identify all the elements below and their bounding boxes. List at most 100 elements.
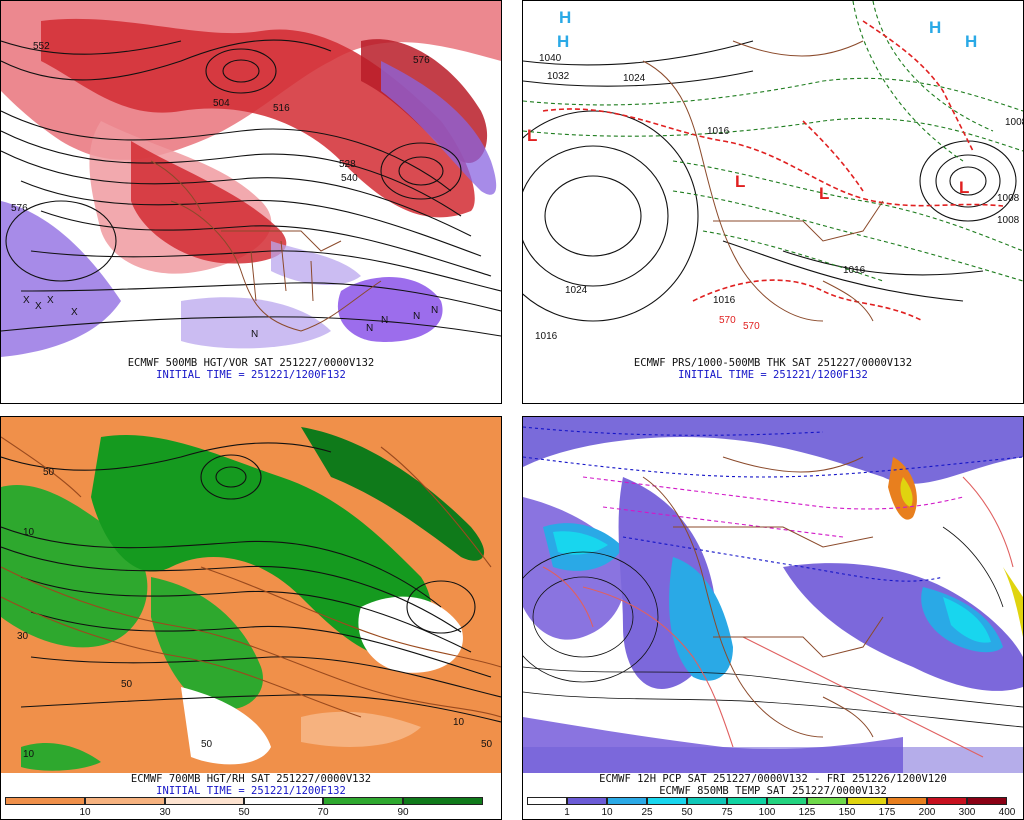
thickness-brown (1, 436, 501, 718)
colorbar-tick-label: 30 (159, 807, 171, 818)
rh-shading (1, 427, 485, 771)
svg-text:1040: 1040 (539, 53, 562, 64)
colorbar-segment (323, 797, 403, 805)
svg-text:L: L (959, 178, 969, 197)
colorbar-tick-label: 100 (758, 807, 776, 818)
precip-shading (523, 417, 1023, 773)
svg-text:1008: 1008 (997, 215, 1020, 226)
field-labels: 50 10 30 50 10 50 10 50 (17, 467, 493, 760)
colorbar-segment (5, 797, 85, 805)
colorbar-tick-label: 10 (79, 807, 91, 818)
map-pressure-thickness: H H H H L L L L 1040 1032 1024 1016 1024… (523, 1, 1023, 357)
colorbar-segment (927, 797, 967, 805)
svg-text:30: 30 (17, 631, 29, 642)
colorbar-tick-label: 200 (918, 807, 936, 818)
precip-colorbar-labels: 1 10 25 50 75 100 125 150 175 200 300 400 (527, 807, 1015, 819)
svg-text:540: 540 (341, 173, 358, 184)
rh-colorbar (5, 797, 483, 805)
pressure-centers: H H H H L L L L (527, 8, 977, 203)
colorbar-tick-label: 400 (998, 807, 1016, 818)
svg-text:1008: 1008 (1005, 117, 1023, 128)
svg-text:1016: 1016 (707, 126, 730, 137)
svg-text:1008: 1008 (997, 193, 1020, 204)
svg-text:X: X (23, 295, 30, 306)
panel-pressure-thickness: H H H H L L L L 1040 1032 1024 1016 1024… (522, 0, 1024, 404)
svg-text:1016: 1016 (535, 331, 558, 342)
map-500mb-vorticity: 552 504 516 576 540 528 576 X X X X N N … (1, 1, 501, 357)
colorbar-segment (967, 797, 1007, 805)
colorbar-tick-label: 25 (641, 807, 653, 818)
colorbar-segment (403, 797, 483, 805)
colorbar-segment (527, 797, 567, 805)
temperature-contours-red (542, 476, 1014, 758)
svg-text:N: N (251, 329, 258, 340)
caption-initial-time: INITIAL TIME = 251221/1200F132 (678, 369, 868, 381)
caption-line-1: ECMWF 700MB HGT/RH SAT 251227/0000V132 (130, 773, 372, 785)
svg-text:L: L (819, 184, 829, 203)
svg-text:1016: 1016 (843, 265, 866, 276)
caption-initial-time: INITIAL TIME = 251221/1200F132 (156, 369, 346, 381)
colorbar-tick-label: 10 (601, 807, 613, 818)
isobars (523, 40, 1017, 322)
svg-text:L: L (527, 126, 537, 145)
svg-text:X: X (35, 301, 42, 312)
colorbar-segment (887, 797, 927, 805)
svg-text:570: 570 (719, 315, 736, 326)
thickness-labels: 570 570 (719, 315, 760, 332)
colorbar-segment (567, 797, 607, 805)
svg-text:H: H (965, 32, 977, 51)
map-700mb-rh: 50 10 30 50 10 50 10 50 (1, 417, 501, 773)
svg-text:H: H (557, 32, 569, 51)
precip-colorbar (527, 797, 1007, 805)
svg-text:N: N (431, 305, 438, 316)
svg-text:N: N (381, 315, 388, 326)
temperature-contours-magenta (582, 476, 964, 538)
svg-text:10: 10 (23, 527, 35, 538)
svg-text:1032: 1032 (547, 71, 570, 82)
geography (642, 40, 884, 322)
colorbar-segment (727, 797, 767, 805)
colorbar-segment (244, 797, 323, 805)
panel-precip-850mb-temp: ECMWF 12H PCP SAT 251227/0000V132 - FRI … (522, 416, 1024, 820)
svg-text:10: 10 (23, 749, 35, 760)
svg-text:50: 50 (121, 679, 133, 690)
svg-text:H: H (929, 18, 941, 37)
colorbar-segment (165, 797, 244, 805)
svg-text:516: 516 (273, 103, 290, 114)
geography (150, 160, 382, 332)
svg-text:576: 576 (413, 55, 430, 66)
colorbar-segment (607, 797, 647, 805)
extrema-markers: X X X X N N N N N (23, 295, 438, 340)
colorbar-segment (85, 797, 165, 805)
panel-700mb-rh: 50 10 30 50 10 50 10 50 ECMWF 700MB HGT/… (0, 416, 502, 820)
svg-text:N: N (366, 323, 373, 334)
svg-text:1024: 1024 (623, 73, 646, 84)
caption-initial-time: INITIAL TIME = 251221/1200F132 (156, 785, 346, 797)
height-contours (1, 39, 501, 337)
colorbar-tick-label: 50 (681, 807, 693, 818)
map-precip-850mb-temp (523, 417, 1023, 773)
colorbar-tick-label: 300 (958, 807, 976, 818)
svg-text:528: 528 (339, 159, 356, 170)
svg-text:X: X (71, 307, 78, 318)
svg-text:50: 50 (481, 739, 493, 750)
colorbar-tick-label: 1 (564, 807, 570, 818)
svg-text:50: 50 (43, 467, 55, 478)
isobar-labels: 1040 1032 1024 1016 1024 1016 1008 1008 … (535, 53, 1023, 342)
caption-line-1: ECMWF 12H PCP SAT 251227/0000V132 - FRI … (599, 773, 947, 785)
geography (642, 456, 884, 738)
svg-text:570: 570 (743, 321, 760, 332)
svg-text:1024: 1024 (565, 285, 588, 296)
colorbar-segment (847, 797, 887, 805)
colorbar-tick-label: 175 (878, 807, 896, 818)
svg-text:L: L (735, 172, 745, 191)
colorbar-segment (807, 797, 847, 805)
svg-text:10: 10 (453, 717, 465, 728)
temperature-contours-black (523, 526, 1023, 728)
caption-line-1: ECMWF 500MB HGT/VOR SAT 251227/0000V132 (127, 357, 375, 369)
svg-text:504: 504 (213, 98, 230, 109)
svg-text:H: H (559, 8, 571, 27)
contour-labels: 552 504 516 576 540 528 576 (11, 41, 430, 214)
colorbar-tick-label: 50 (238, 807, 250, 818)
colorbar-segment (767, 797, 807, 805)
